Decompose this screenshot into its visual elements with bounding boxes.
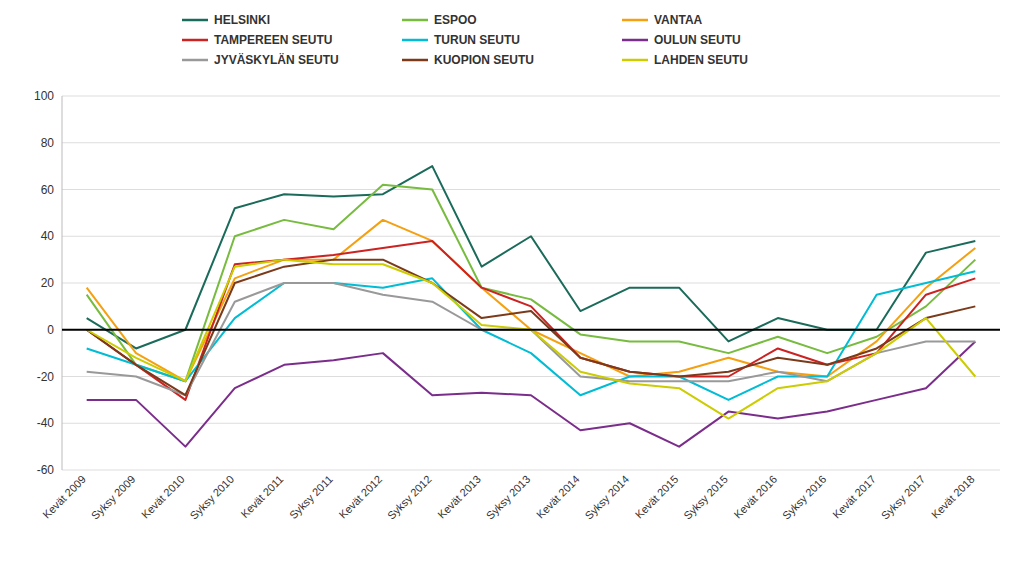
grid-line xyxy=(62,96,1000,97)
x-tick-label: Kevät 2013 xyxy=(435,473,483,521)
legend-label: HELSINKI xyxy=(214,13,270,27)
legend-label: OULUN SEUTU xyxy=(654,33,741,47)
series-line xyxy=(87,166,976,348)
x-tick-label: Kevät 2010 xyxy=(139,473,187,521)
x-tick-label: Kevät 2018 xyxy=(929,473,977,521)
legend-swatch xyxy=(402,19,428,22)
y-axis-line xyxy=(62,96,63,470)
legend-swatch xyxy=(182,39,208,42)
legend-label: TAMPEREEN SEUTU xyxy=(214,33,332,47)
legend-label: KUOPION SEUTU xyxy=(434,53,534,67)
legend-swatch xyxy=(622,19,648,22)
grid-line xyxy=(62,470,1000,471)
legend-swatch xyxy=(182,59,208,62)
x-tick-label: Syksy 2014 xyxy=(582,473,631,522)
x-tick-label: Syksy 2011 xyxy=(287,473,335,521)
y-tick-label: -60 xyxy=(37,463,55,477)
legend-label: ESPOO xyxy=(434,13,477,27)
y-tick-label: 80 xyxy=(41,136,55,150)
x-tick-label: Kevät 2015 xyxy=(633,473,681,521)
y-tick-label: 20 xyxy=(41,276,55,290)
grid-line xyxy=(62,423,1000,424)
legend-swatch xyxy=(402,59,428,62)
y-tick-label: 0 xyxy=(47,323,54,337)
legend-label: JYVÄSKYLÄN SEUTU xyxy=(214,52,339,67)
zero-line xyxy=(62,329,1000,331)
x-tick-label: Kevät 2014 xyxy=(534,473,582,521)
legend-label: TURUN SEUTU xyxy=(434,33,520,47)
y-tick-label: -20 xyxy=(37,370,55,384)
x-tick-label: Kevät 2011 xyxy=(238,473,285,520)
grid-line xyxy=(62,376,1000,377)
series-line xyxy=(87,260,976,419)
y-tick-label: 100 xyxy=(34,89,54,103)
legend-swatch xyxy=(182,19,208,22)
chart: -60 -40 -20 0 20 40 60 80 100 Kevät 2009Syksy 200… xyxy=(0,0,1024,584)
series-line xyxy=(87,241,976,400)
x-tick-label: Kevät 2009 xyxy=(40,473,88,521)
y-tick-label: 60 xyxy=(41,183,55,197)
x-tick-label: Syksy 2017 xyxy=(879,473,928,522)
x-tick-label: Syksy 2013 xyxy=(484,473,533,522)
x-tick-label: Kevät 2016 xyxy=(731,473,779,521)
legend-swatch xyxy=(402,39,428,42)
series-line xyxy=(87,341,976,446)
grid-line xyxy=(62,189,1000,190)
legend-swatch xyxy=(622,39,648,42)
x-tick-label: Syksy 2012 xyxy=(385,473,434,522)
legend-label: VANTAA xyxy=(654,13,703,27)
y-tick-label: -40 xyxy=(37,416,55,430)
legend-label: LAHDEN SEUTU xyxy=(654,53,748,67)
x-tick-label: Syksy 2009 xyxy=(89,473,138,522)
grid-line xyxy=(62,329,1000,330)
grid-line xyxy=(62,283,1000,284)
x-tick-label: Syksy 2015 xyxy=(681,473,730,522)
legend: HELSINKI ESPOO VANTAA TAMPEREEN SEUTU TURUN … xyxy=(182,13,748,67)
x-tick-label: Kevät 2017 xyxy=(830,473,878,521)
grid xyxy=(62,96,1000,470)
legend-swatch xyxy=(622,59,648,62)
grid-line xyxy=(62,142,1000,143)
lines xyxy=(87,166,976,447)
x-tick-label: Syksy 2010 xyxy=(188,473,237,522)
x-tick-label: Kevät 2012 xyxy=(336,473,384,521)
x-tick-label: Syksy 2016 xyxy=(780,473,829,522)
series-line xyxy=(87,271,976,400)
y-tick-label: 40 xyxy=(41,229,55,243)
series-line xyxy=(87,260,976,396)
